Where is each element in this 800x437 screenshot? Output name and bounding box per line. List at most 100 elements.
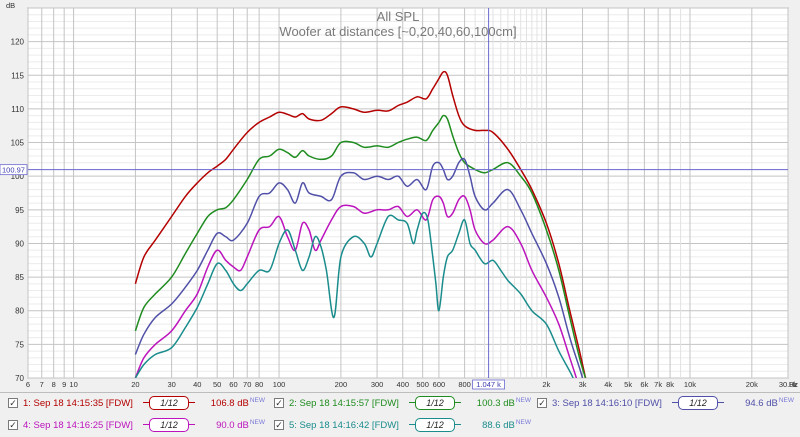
y-tick-labels: 70 75 80 85 90 95 100 105 110 115 120 xyxy=(11,38,25,383)
x-tick-label: 30 xyxy=(167,380,175,389)
series-line xyxy=(134,70,587,378)
legend-series-name: 4: Sep 18 14:16:25 [FDW] xyxy=(23,419,133,431)
smoothing-selector[interactable]: 1/12 xyxy=(143,418,195,432)
x-tick-label: 300 xyxy=(371,380,384,389)
x-tick-label: 6k xyxy=(640,380,648,389)
new-tag: NEW xyxy=(778,396,794,404)
x-tick-label: 500 xyxy=(416,380,429,389)
x-axis-unit-label: Hz xyxy=(789,380,798,389)
chart-title: All SPL xyxy=(377,9,420,24)
smoothing-selector[interactable]: 1/12 xyxy=(143,396,195,410)
plot-area[interactable] xyxy=(27,7,789,379)
x-tick-label: 400 xyxy=(396,380,409,389)
legend-series-name: 1: Sep 18 14:15:35 [FDW] xyxy=(23,397,133,409)
legend-level: 106.8 dBNEW xyxy=(193,397,265,409)
smoothing-selector[interactable]: 1/12 xyxy=(409,396,461,410)
x-tick-label: 3k xyxy=(579,380,587,389)
legend-checkbox[interactable]: ✓ xyxy=(8,420,18,430)
y-tick-label: 105 xyxy=(11,139,25,148)
x-tick-label: 20 xyxy=(131,380,139,389)
x-tick-label: 8 xyxy=(52,380,56,389)
x-tick-label: 70 xyxy=(243,380,251,389)
new-tag: NEW xyxy=(515,418,531,426)
legend-panel: ✓ 1: Sep 18 14:15:35 [FDW] 1/12 106.8 dB… xyxy=(0,392,800,437)
y-tick-label: 115 xyxy=(11,71,24,80)
legend-checkbox[interactable]: ✓ xyxy=(274,420,284,430)
x-tick-labels: 6 7 8 9 10 20 30 40 50 60 70 80 100 200 300 400 500 600 80… xyxy=(26,380,798,389)
x-tick-label: 6 xyxy=(26,380,30,389)
x-tick-label: 40 xyxy=(193,380,201,389)
x-tick-label: 200 xyxy=(335,380,348,389)
y-tick-label: 70 xyxy=(15,374,24,383)
x-tick-label: 100 xyxy=(273,380,286,389)
x-tick-label: 2k xyxy=(542,380,550,389)
smoothing-selector[interactable]: 1/12 xyxy=(409,418,461,432)
legend-level-value: 100.3 dB xyxy=(476,398,515,410)
legend-item[interactable]: ✓ 3: Sep 18 14:16:10 [FDW] 1/12 94.6 dBN… xyxy=(537,393,794,413)
x-tick-label: 7 xyxy=(40,380,44,389)
legend-level: 94.6 dBNEW xyxy=(722,397,794,409)
legend-series-name: 5: Sep 18 14:16:42 [FDW] xyxy=(289,419,399,431)
cursor-y-readout: 100.97 xyxy=(2,166,25,175)
cursor-x-readout-box xyxy=(472,379,506,390)
x-tick-label: 7k xyxy=(654,380,662,389)
x-tick-label: 8k xyxy=(666,380,674,389)
cursor-x-readout: 1.047 k xyxy=(476,380,501,389)
legend-level-value: 90.0 dB xyxy=(216,420,249,432)
legend-level: 100.3 dBNEW xyxy=(459,397,531,409)
new-tag: NEW xyxy=(515,396,531,404)
smoothing-label: 1/12 xyxy=(160,398,178,408)
y-tick-label: 80 xyxy=(15,307,24,316)
x-tick-label: 9 xyxy=(62,380,66,389)
y-tick-label: 120 xyxy=(11,38,25,47)
cursor: 100.97 1.047 k xyxy=(0,8,788,390)
legend-series-name: 2: Sep 18 14:15:57 [FDW] xyxy=(289,397,399,409)
series-line xyxy=(134,157,584,378)
x-tick-label: 60 xyxy=(229,380,237,389)
x-tick-label: 10k xyxy=(684,380,696,389)
series-line xyxy=(134,211,574,378)
legend-level-value: 88.6 dB xyxy=(482,420,515,432)
x-tick-label: 80 xyxy=(255,380,263,389)
legend-level: 90.0 dBNEW xyxy=(193,419,265,431)
x-tick-label: 4k xyxy=(604,380,612,389)
y-tick-label: 85 xyxy=(15,273,24,282)
chart-subtitle: Woofer at distances [~0,20,40,60,100cm] xyxy=(279,24,516,39)
legend-series-name: 3: Sep 18 14:16:10 [FDW] xyxy=(552,397,662,409)
x-tick-label: 20k xyxy=(746,380,758,389)
spl-chart: 70 75 80 85 90 95 100 105 110 115 120 6 7 8 9 10 20 30 40… xyxy=(0,1,798,390)
smoothing-label: 1/12 xyxy=(689,398,707,408)
x-tick-label: 5k xyxy=(624,380,632,389)
legend-level-value: 94.6 dB xyxy=(745,398,778,410)
x-tick-label: 50 xyxy=(213,380,221,389)
x-tick-label: 600 xyxy=(433,380,446,389)
legend-checkbox[interactable]: ✓ xyxy=(274,398,284,408)
legend-item[interactable]: ✓ 5: Sep 18 14:16:42 [FDW] 1/12 88.6 dBN… xyxy=(274,415,531,435)
x-tick-label: 800 xyxy=(458,380,471,389)
legend-item[interactable]: ✓ 2: Sep 18 14:15:57 [FDW] 1/12 100.3 dB… xyxy=(274,393,531,413)
y-tick-label: 100 xyxy=(11,172,25,181)
legend-item[interactable]: ✓ 4: Sep 18 14:16:25 [FDW] 1/12 90.0 dBN… xyxy=(8,415,265,435)
new-tag: NEW xyxy=(249,396,265,404)
y-tick-label: 95 xyxy=(15,206,24,215)
new-tag: NEW xyxy=(249,418,265,426)
smoothing-label: 1/12 xyxy=(426,420,444,430)
series-lines xyxy=(134,70,587,378)
cursor-y-readout-box xyxy=(0,164,28,176)
x-tick-label: 10 xyxy=(69,380,77,389)
smoothing-label: 1/12 xyxy=(160,420,178,430)
legend-item[interactable]: ✓ 1: Sep 18 14:15:35 [FDW] 1/12 106.8 dB… xyxy=(8,393,265,413)
y-tick-label: 90 xyxy=(15,239,24,248)
legend-level: 88.6 dBNEW xyxy=(459,419,531,431)
legend-checkbox[interactable]: ✓ xyxy=(537,398,547,408)
x-tick-label: 30.0k xyxy=(779,380,798,389)
smoothing-selector[interactable]: 1/12 xyxy=(672,396,724,410)
y-tick-label: 110 xyxy=(11,105,24,114)
series-line xyxy=(134,195,578,378)
legend-level-value: 106.8 dB xyxy=(210,398,249,410)
series-line xyxy=(134,114,587,378)
y-tick-label: 75 xyxy=(15,340,24,349)
y-axis-unit-label: dB xyxy=(6,1,15,10)
smoothing-label: 1/12 xyxy=(426,398,444,408)
legend-checkbox[interactable]: ✓ xyxy=(8,398,18,408)
